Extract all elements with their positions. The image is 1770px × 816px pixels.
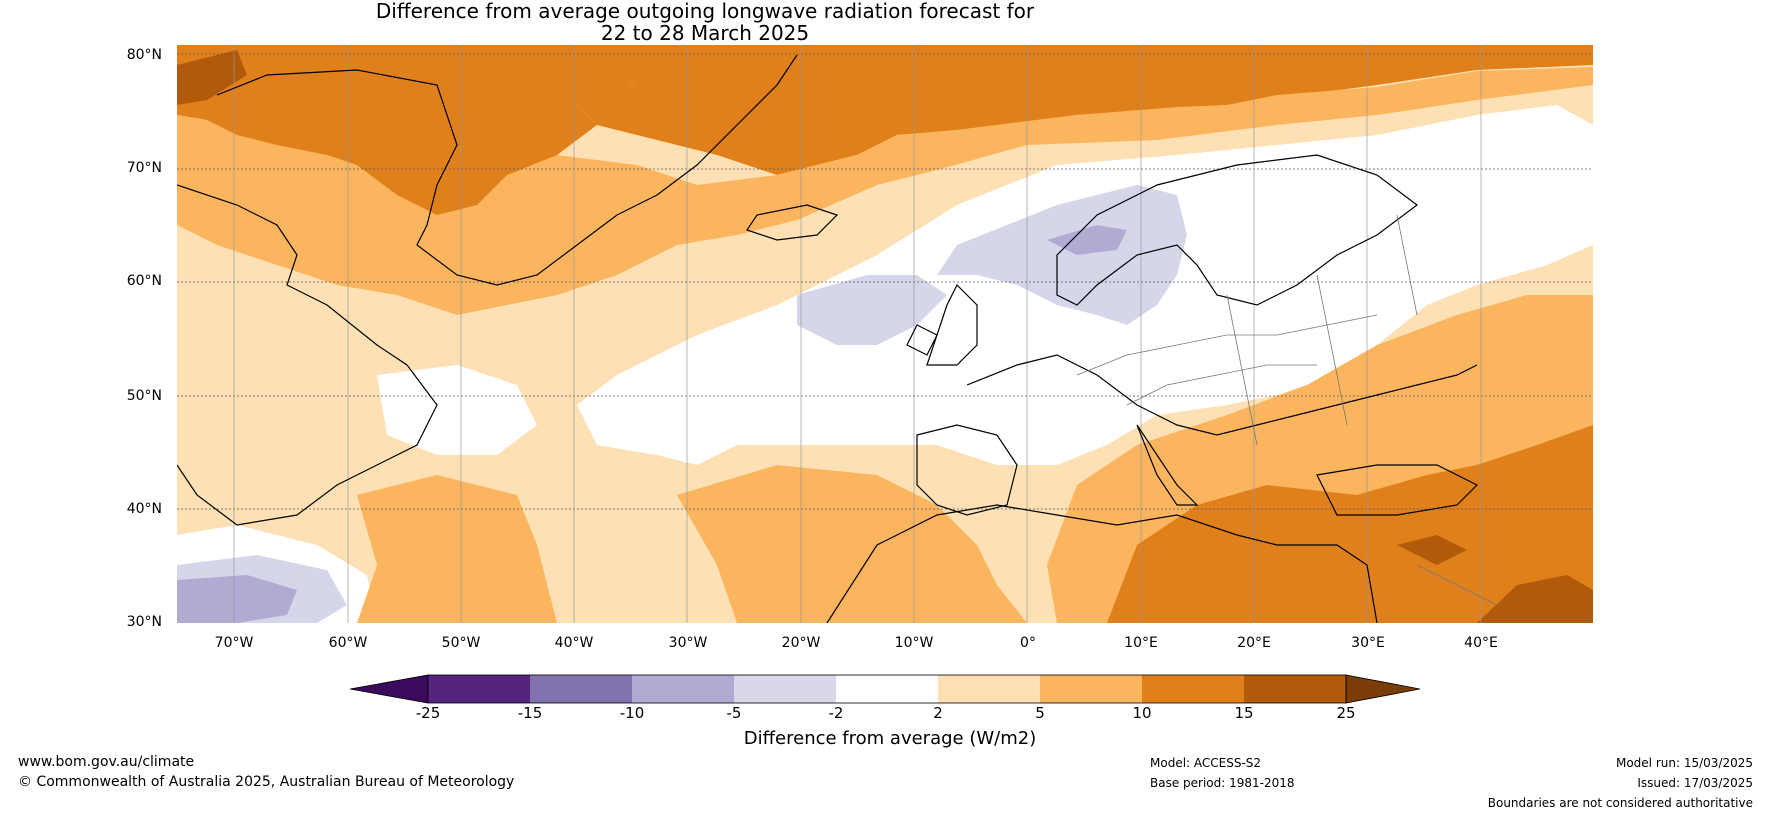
coast-scandinavia <box>1056 154 1418 306</box>
lon-label-30w: 30°W <box>668 635 708 651</box>
colorbar-frame <box>427 674 1347 704</box>
colorbar-tick-10: 10 <box>1132 704 1152 722</box>
footer-copyright: © Commonwealth of Australia 2025, Austra… <box>18 774 515 790</box>
forecast-map <box>176 45 1593 624</box>
colorbar-tick-2: 2 <box>933 704 943 722</box>
lon-label-40w: 40°W <box>554 635 594 651</box>
coast-canada <box>176 184 438 526</box>
colorbar-tick--5: -5 <box>726 704 742 722</box>
region-white-sw <box>377 365 537 455</box>
title-line-1: Difference from average outgoing longwav… <box>375 0 1035 23</box>
lon-label-50w: 50°W <box>441 635 481 651</box>
region-brown-se <box>1477 575 1593 623</box>
lon-label-20w: 20°W <box>781 635 821 651</box>
region-light-purple-scandinavia <box>937 185 1187 325</box>
colorbar-seg-4 <box>734 675 836 703</box>
colorbar-seg-9 <box>1244 675 1346 703</box>
lat-grid <box>177 53 1593 510</box>
coast-iceland <box>746 204 839 241</box>
country-borders <box>1076 214 1498 606</box>
colorbar <box>350 674 1420 704</box>
footer-disclaimer: Boundaries are not considered authoritat… <box>1487 796 1753 810</box>
coast-europe <box>966 354 1478 436</box>
title-line-2: 22 to 28 March 2025 <box>600 21 810 45</box>
coast-turkey <box>1316 464 1479 516</box>
lat-label-70: 70°N <box>126 160 162 176</box>
colorbar-arrow-right <box>1345 674 1420 704</box>
coast-italy <box>1136 424 1199 506</box>
colorbar-tick--2: -2 <box>828 704 844 722</box>
lon-label-40e: 40°E <box>1464 635 1498 651</box>
footer-issued: Issued: 17/03/2025 <box>1637 776 1753 790</box>
colorbar-tick-25: 25 <box>1336 704 1356 722</box>
region-mid-orange-africa <box>677 465 1027 623</box>
footer-website: www.bom.gov.au/climate <box>18 754 195 770</box>
region-brown-east <box>1397 535 1467 565</box>
coast-iberia <box>916 424 1018 516</box>
region-dark-orange-north <box>177 45 1593 175</box>
region-dark-orange-east <box>1107 425 1593 623</box>
colorbar-seg-3 <box>632 675 734 703</box>
lat-label-30: 30°N <box>126 614 162 630</box>
footer-model-run: Model run: 15/03/2025 <box>1615 756 1753 770</box>
region-mid-purple-sw <box>177 575 297 623</box>
colorbar-seg-8 <box>1142 675 1244 703</box>
lon-label-10w: 10°W <box>894 635 934 651</box>
lon-label-70w: 70°W <box>214 635 254 651</box>
colorbar-tick--10: -10 <box>619 704 645 722</box>
map-svg <box>176 45 1593 624</box>
colorbar-tick--25: -25 <box>415 704 441 722</box>
coast-greenland <box>216 54 798 286</box>
lat-label-40: 40°N <box>126 501 162 517</box>
colorbar-title: Difference from average (W/m2) <box>743 728 1037 749</box>
colorbar-seg-6 <box>938 675 1040 703</box>
region-mid-orange-north <box>177 45 1593 315</box>
region-dark-orange-greenland <box>197 60 637 215</box>
colorbar-tick-15: 15 <box>1234 704 1254 722</box>
lon-label-0: 0° <box>1020 635 1036 651</box>
coastlines <box>176 54 1479 624</box>
lon-label-30e: 30°E <box>1351 635 1385 651</box>
lon-grid <box>233 45 1482 623</box>
lat-label-60: 60°N <box>126 273 162 289</box>
footer-base-period: Base period: 1981-2018 <box>1150 776 1295 790</box>
lat-label-80: 80°N <box>126 47 162 63</box>
colorbar-seg-5 <box>836 675 938 703</box>
colorbar-tick--15: -15 <box>517 704 543 722</box>
lon-label-60w: 60°W <box>328 635 368 651</box>
chart-title: Difference from average outgoing longwav… <box>0 0 1410 44</box>
region-mid-purple-scandinavia <box>1047 225 1127 255</box>
coast-africa <box>826 504 1378 624</box>
lat-label-50: 50°N <box>126 388 162 404</box>
colorbar-seg-2 <box>530 675 632 703</box>
colorbar-seg-1 <box>428 675 530 703</box>
coast-uk <box>906 283 978 366</box>
region-brown-nw <box>177 50 247 105</box>
colorbar-seg-7 <box>1040 675 1142 703</box>
region-mid-orange-south <box>357 475 557 623</box>
colorbar-tick-5: 5 <box>1035 704 1045 722</box>
lon-label-10e: 10°E <box>1124 635 1158 651</box>
region-light-purple-uk <box>797 275 947 345</box>
lon-label-20e: 20°E <box>1237 635 1271 651</box>
footer-model: Model: ACCESS-S2 <box>1150 756 1262 770</box>
colorbar-arrow-left <box>350 674 429 704</box>
